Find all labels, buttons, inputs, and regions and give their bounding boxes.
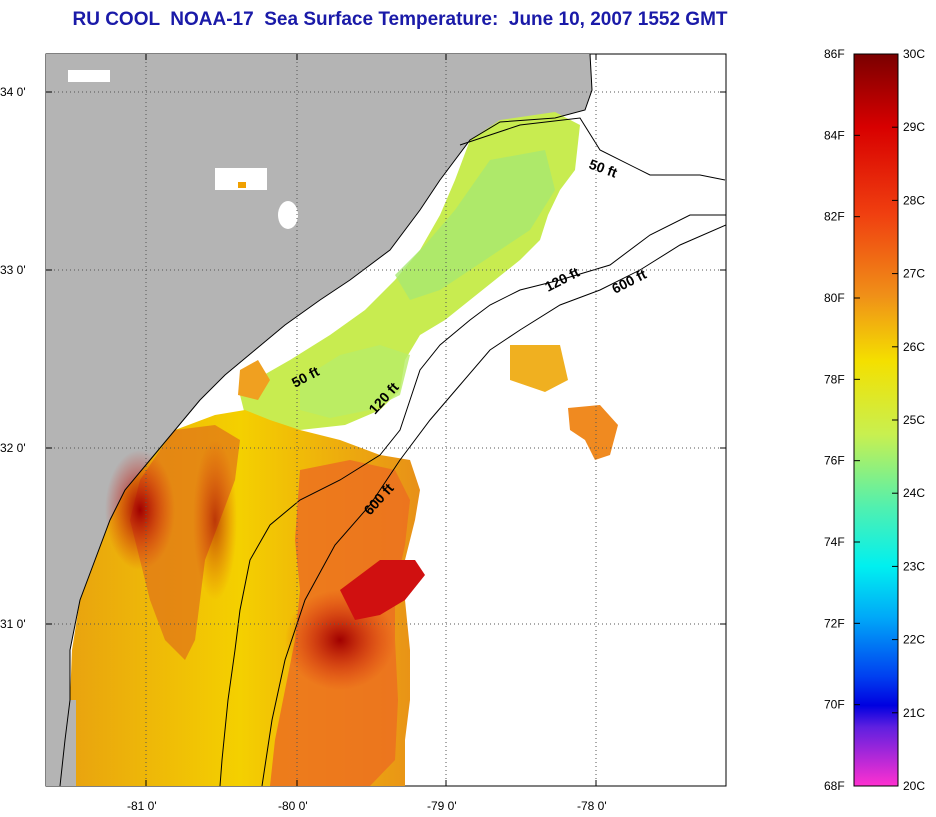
colorbar-f-label: 86F (824, 47, 845, 61)
colorbar-c-label: 22C (903, 633, 925, 647)
colorbar-c-label: 21C (903, 706, 925, 720)
lon-label-78: -78 0' (577, 799, 607, 813)
colorbar-c-label: 26C (903, 340, 925, 354)
land-mass (46, 54, 592, 786)
colorbar-gradient (853, 53, 899, 787)
colorbar-f-label: 82F (824, 210, 845, 224)
isobath-50ft (459, 117, 726, 181)
lon-label-80: -80 0' (278, 799, 308, 813)
sst-map: 34 0' 33 0' 32 0' 31 0' -81 0' -80 0' -7… (0, 53, 727, 813)
colorbar-c-label: 25C (903, 413, 925, 427)
lat-label-31: 31 0' (0, 617, 26, 631)
colorbar-f-label: 74F (824, 535, 845, 549)
colorbar-f-label: 72F (824, 616, 845, 630)
colorbar-c-label: 24C (903, 486, 925, 500)
colorbar-c-label: 20C (903, 779, 925, 793)
lat-label-32: 32 0' (0, 441, 26, 455)
map-title: RU COOL NOAA-17 Sea Surface Temperature:… (72, 9, 728, 30)
colorbar-c-label: 29C (903, 120, 925, 134)
colorbar-f-label: 76F (824, 454, 845, 468)
colorbar-f-label: 78F (824, 372, 845, 386)
colorbar-f-label: 70F (824, 698, 845, 712)
isobath-600ft (261, 224, 726, 786)
lon-label-79: -79 0' (427, 799, 457, 813)
isobath-120ft (219, 214, 726, 786)
lon-label-81: -81 0' (127, 799, 157, 813)
colorbar-f-label: 80F (824, 291, 845, 305)
lat-label-33: 33 0' (0, 263, 26, 277)
colorbar-c-label: 23C (903, 559, 925, 573)
colorbar-f-label: 84F (824, 128, 845, 142)
colorbar-c-label: 30C (903, 47, 925, 61)
colorbar-c-label: 27C (903, 267, 925, 281)
offshore-patch (510, 345, 568, 392)
coastline (59, 54, 593, 786)
lat-label-34: 34 0' (0, 85, 26, 99)
colorbar-f-label: 68F (824, 779, 845, 793)
colorbar-c-label: 28C (903, 193, 925, 207)
